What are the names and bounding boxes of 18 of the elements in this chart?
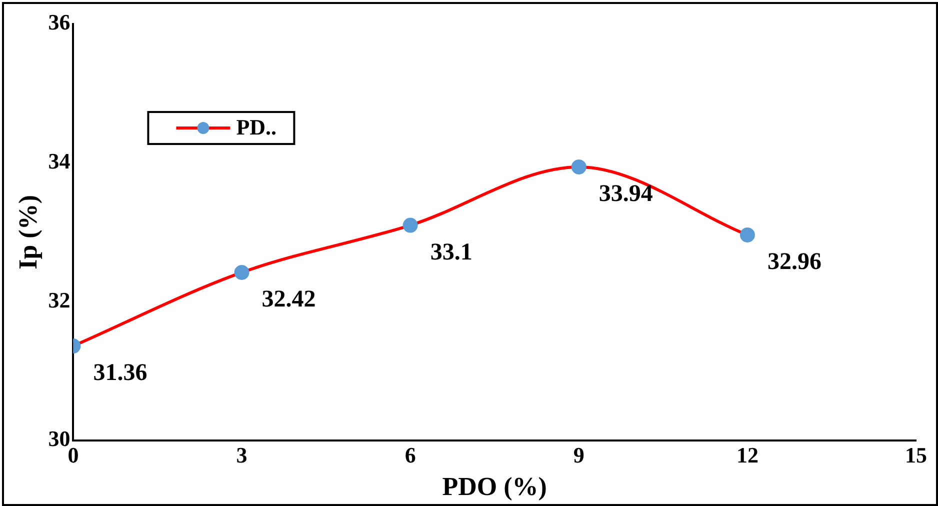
x-tick-label: 0	[68, 442, 79, 468]
x-tick-label: 15	[905, 442, 927, 468]
data-label: 32.96	[767, 249, 822, 276]
data-label: 33.1	[430, 239, 472, 266]
x-tick-label: 12	[736, 442, 758, 468]
y-tick-label: 30	[48, 426, 70, 452]
y-tick-label: 32	[48, 287, 70, 312]
y-tick-label: 36	[48, 10, 70, 35]
data-label: 32.42	[262, 286, 316, 313]
x-axis-title: PDO (%)	[442, 472, 547, 502]
data-label: 33.94	[598, 181, 653, 208]
x-tick-label: 3	[236, 442, 248, 468]
legend-label: PD..	[236, 114, 277, 140]
data-label: 31.36	[93, 360, 148, 386]
y-axis-title: Ip (%)	[13, 194, 42, 270]
y-tick-label: 34	[48, 148, 70, 174]
x-tick-label: 6	[404, 442, 416, 468]
x-tick-label: 9	[573, 442, 584, 468]
